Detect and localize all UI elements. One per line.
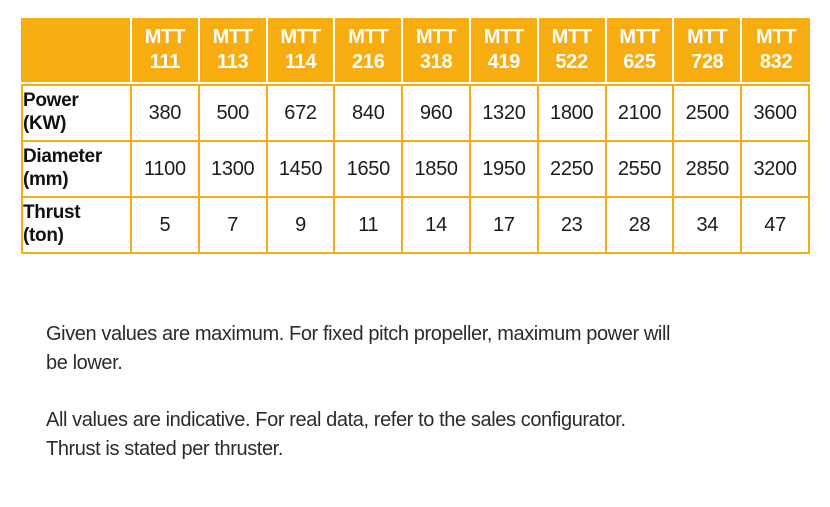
col-header-mtt-832: MTT 832 xyxy=(742,18,810,84)
table-cell: 3600 xyxy=(742,84,810,142)
table-cell: 1300 xyxy=(199,142,268,198)
thruster-spec-table: MTT 111 MTT 113 MTT 114 MTT 216 MTT 318 … xyxy=(21,18,810,254)
table-cell: 1100 xyxy=(132,142,200,198)
table-cell: 1950 xyxy=(470,142,539,198)
col-header-mtt-318: MTT 318 xyxy=(403,18,471,84)
table-cell: 1650 xyxy=(335,142,404,198)
table-cell: 47 xyxy=(742,198,810,254)
row-header-thrust: Thrust (ton) xyxy=(21,198,132,254)
col-header-mtt-625: MTT 625 xyxy=(606,18,675,84)
table-cell: 28 xyxy=(606,198,675,254)
col-header-mtt-216: MTT 216 xyxy=(335,18,404,84)
table-cell: 2250 xyxy=(538,142,607,198)
col-header-mtt-419: MTT 419 xyxy=(470,18,539,84)
table-cell: 23 xyxy=(538,198,607,254)
col-header-mtt-111: MTT 111 xyxy=(132,18,200,84)
table-cell: 11 xyxy=(335,198,404,254)
table-cell: 7 xyxy=(199,198,268,254)
col-header-mtt-522: MTT 522 xyxy=(538,18,607,84)
table-cell: 380 xyxy=(132,84,200,142)
table-cell: 2850 xyxy=(674,142,743,198)
table-cell: 2100 xyxy=(606,84,675,142)
table-cell: 3200 xyxy=(742,142,810,198)
col-header-mtt-114: MTT 114 xyxy=(267,18,336,84)
table-cell: 672 xyxy=(267,84,336,142)
table-cell: 5 xyxy=(132,198,200,254)
table-cell: 2500 xyxy=(674,84,743,142)
table-row-diameter: Diameter (mm) 1100 1300 1450 1650 1850 1… xyxy=(21,142,810,198)
table-cell: 840 xyxy=(335,84,404,142)
corner-cell xyxy=(21,18,132,84)
col-header-mtt-113: MTT 113 xyxy=(199,18,268,84)
note-indicative-values: All values are indicative. For real data… xyxy=(46,409,626,460)
table-cell: 960 xyxy=(403,84,471,142)
table-cell: 17 xyxy=(470,198,539,254)
row-header-diameter: Diameter (mm) xyxy=(21,142,132,198)
table-row-power: Power (KW) 380 500 672 840 960 1320 1800… xyxy=(21,84,810,142)
table-row-thrust: Thrust (ton) 5 7 9 11 14 17 23 28 34 47 xyxy=(21,198,810,254)
table-header-row: MTT 111 MTT 113 MTT 114 MTT 216 MTT 318 … xyxy=(21,18,810,84)
table-cell: 9 xyxy=(267,198,336,254)
table-cell: 2550 xyxy=(606,142,675,198)
table-cell: 14 xyxy=(403,198,471,254)
row-header-power: Power (KW) xyxy=(21,84,132,142)
table-cell: 1320 xyxy=(470,84,539,142)
table-cell: 500 xyxy=(199,84,268,142)
table-cell: 1450 xyxy=(267,142,336,198)
col-header-mtt-728: MTT 728 xyxy=(674,18,743,84)
table-cell: 1850 xyxy=(403,142,471,198)
note-maximum-values: Given values are maximum. For fixed pitc… xyxy=(46,323,671,374)
table-cell: 1800 xyxy=(538,84,607,142)
table-cell: 34 xyxy=(674,198,743,254)
